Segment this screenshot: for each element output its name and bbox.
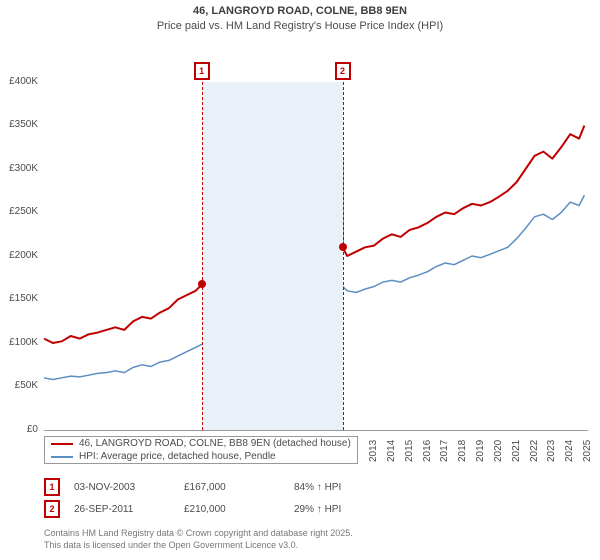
x-tick-label: 2020 (493, 439, 504, 461)
x-tick-label: 2018 (457, 439, 468, 461)
x-tick-label: 2019 (475, 439, 486, 461)
legend-label: 46, LANGROYD ROAD, COLNE, BB8 9EN (detac… (79, 438, 351, 449)
sale-marker-box: 2 (335, 62, 351, 80)
legend: 46, LANGROYD ROAD, COLNE, BB8 9EN (detac… (44, 436, 358, 464)
footer-line1: Contains HM Land Registry data © Crown c… (44, 528, 353, 538)
footer-line2: This data is licensed under the Open Gov… (44, 540, 298, 550)
sale-row: 2 26-SEP-2011£210,00029% ↑ HPI (44, 500, 341, 518)
sale-marker-box: 1 (194, 62, 210, 80)
x-tick-label: 2015 (404, 439, 415, 461)
x-axis-line (44, 430, 588, 431)
shaded-ownership-period (202, 82, 343, 430)
title-line1: 46, LANGROYD ROAD, COLNE, BB8 9EN (193, 5, 407, 17)
legend-row: 46, LANGROYD ROAD, COLNE, BB8 9EN (detac… (45, 437, 357, 450)
sale-price: £210,000 (184, 504, 294, 515)
legend-swatch (51, 456, 73, 458)
x-tick-label: 2025 (582, 439, 593, 461)
y-tick-label: £350K (0, 119, 38, 130)
sale-row-marker: 1 (44, 478, 60, 496)
chart-title: 46, LANGROYD ROAD, COLNE, BB8 9EN Price … (0, 0, 600, 34)
sale-date: 26-SEP-2011 (74, 504, 184, 515)
y-tick-label: £250K (0, 206, 38, 217)
sale-row: 1 03-NOV-2003£167,00084% ↑ HPI (44, 478, 341, 496)
x-tick-label: 2022 (529, 439, 540, 461)
y-tick-label: £0 (0, 424, 38, 435)
sale-date: 03-NOV-2003 (74, 482, 184, 493)
y-tick-label: £400K (0, 76, 38, 87)
x-tick-label: 2017 (439, 439, 450, 461)
x-tick-label: 2016 (422, 439, 433, 461)
sale-marker-line (202, 82, 203, 430)
y-tick-label: £100K (0, 337, 38, 348)
legend-row: HPI: Average price, detached house, Pend… (45, 450, 357, 463)
y-tick-label: £50K (0, 380, 38, 391)
chart-canvas: £0 £50K £100K £150K £200K £250K £300K £350K £400… (0, 38, 600, 478)
sale-price: £167,000 (184, 482, 294, 493)
sale-marker-dot (339, 243, 347, 251)
sale-pct: 29% ↑ HPI (294, 504, 341, 515)
y-tick-label: £300K (0, 163, 38, 174)
sale-pct: 84% ↑ HPI (294, 482, 341, 493)
x-tick-label: 2014 (386, 439, 397, 461)
legend-label: HPI: Average price, detached house, Pend… (79, 451, 276, 462)
x-tick-label: 2013 (368, 439, 379, 461)
x-tick-label: 2021 (511, 439, 522, 461)
y-tick-label: £150K (0, 293, 38, 304)
legend-swatch (51, 443, 73, 445)
x-tick-label: 2023 (546, 439, 557, 461)
x-tick-label: 2024 (564, 439, 575, 461)
title-line2: Price paid vs. HM Land Registry's House … (157, 20, 443, 32)
chart-root: { "title_line1": "46, LANGROYD ROAD, COL… (0, 0, 600, 560)
y-tick-label: £200K (0, 250, 38, 261)
sale-row-marker: 2 (44, 500, 60, 518)
copyright-footer: Contains HM Land Registry data © Crown c… (44, 528, 353, 551)
sale-marker-line (343, 82, 344, 430)
